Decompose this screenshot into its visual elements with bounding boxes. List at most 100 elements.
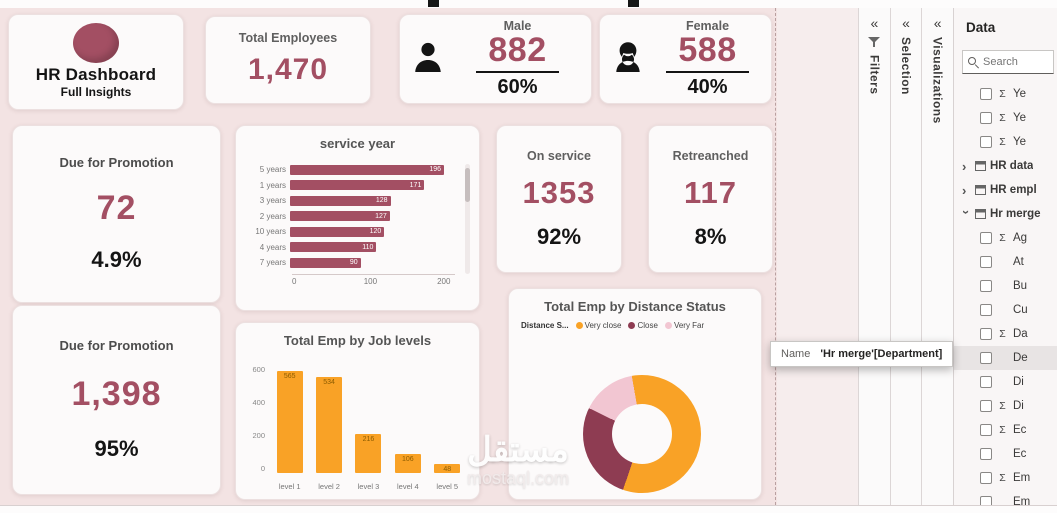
bar-value-label: 565 [283,373,296,381]
legend-item[interactable]: Close [628,321,658,330]
selection-pane-collapsed[interactable]: « Selection [889,8,922,505]
checkbox[interactable] [980,352,992,364]
bar[interactable]: 534 [316,376,343,473]
bar[interactable]: 196 [290,164,444,175]
total-employees-value: 1,470 [247,53,329,86]
due-promotion-card-1[interactable]: Due for Promotion 72 4.9% [12,125,221,303]
expand-pane-icon[interactable]: « [933,15,942,31]
field-row[interactable]: Di [954,370,1057,394]
expand-pane-icon[interactable]: « [902,15,910,31]
checkbox[interactable] [980,88,992,100]
checkbox[interactable] [980,232,992,244]
bar-chart-plot: 5 years 196 1 years 171 3 years 128 2 ye… [244,162,455,271]
field-row[interactable]: Em [954,490,1057,505]
sigma-icon: Σ [999,328,1006,340]
table-row[interactable]: › HR empl [962,182,1037,198]
due-promotion-pct: 95% [94,436,139,461]
table-row[interactable]: › Hr merge [959,208,1041,220]
table-icon [975,185,986,195]
field-row[interactable]: At [954,250,1057,274]
checkbox[interactable] [980,256,992,268]
chevron-right-icon[interactable]: › [962,182,967,198]
due-promotion-value: 1,398 [71,375,162,413]
donut-chart[interactable] [583,375,701,493]
field-row[interactable]: Σ Ye [954,130,1057,154]
checkbox[interactable] [980,424,992,436]
axis-tick: 0 [292,277,297,286]
filters-pane-collapsed[interactable]: « Filters [858,8,890,505]
due-promotion-label: Due for Promotion [59,338,174,353]
hr-dashboard-title-card[interactable]: HR Dashboard Full Insights [8,14,184,110]
checkbox[interactable] [980,496,992,505]
female-kpi-card[interactable]: Female 588 40% [599,14,772,104]
checkbox[interactable] [980,304,992,316]
checkbox[interactable] [980,112,992,124]
field-row[interactable]: Σ Da [954,322,1057,346]
bar-row: 7 years 90 [244,255,455,271]
bar[interactable]: 120 [290,226,385,237]
bar[interactable]: 171 [290,180,425,191]
checkbox[interactable] [980,280,992,292]
axis-tick: 200 [252,431,265,440]
checkbox[interactable] [980,136,992,148]
on-service-pct: 92% [536,223,582,249]
field-row[interactable]: Σ Ag [954,226,1057,250]
bar[interactable]: 110 [290,242,377,253]
sigma-icon: Σ [999,400,1006,412]
search-input[interactable] [983,56,1048,68]
checkbox[interactable] [980,328,992,340]
field-row[interactable]: Σ Em [954,466,1057,490]
checkbox[interactable] [980,472,992,484]
total-employees-card[interactable]: Total Employees 1,470 [205,16,371,104]
service-year-chart[interactable]: service year 5 years 196 1 years 171 3 y… [235,125,480,311]
chevron-down-icon[interactable]: › [959,209,974,214]
bar[interactable]: 127 [290,211,390,222]
legend-item[interactable]: Very close [575,321,621,330]
male-kpi-card[interactable]: Male 882 60% [399,14,592,104]
bar[interactable]: 90 [290,257,361,268]
field-row[interactable]: Ec [954,442,1057,466]
field-row-hovered[interactable]: De [954,346,1057,370]
bar-value-label: 48 [443,466,452,474]
field-row[interactable]: Bu [954,274,1057,298]
field-row[interactable]: Σ Ye [954,106,1057,130]
bar-row: 2 years 127 [244,209,455,225]
female-label: Female [685,19,730,34]
job-levels-chart[interactable]: Total Emp by Job levels 600 400 200 0 56… [235,322,480,500]
field-row[interactable]: Σ Ec [954,418,1057,442]
retrenched-card[interactable]: Retreanched 117 8% [648,125,773,273]
filters-pane-label[interactable]: Filters [867,55,882,95]
bar[interactable]: 216 [355,434,382,473]
due-promotion-card-2[interactable]: Due for Promotion 1,398 95% [12,305,221,495]
legend-item[interactable]: Very Far [664,321,704,330]
retrenched-pct: 8% [694,223,727,249]
on-service-card[interactable]: On service 1353 92% [496,125,622,273]
field-row[interactable]: Σ Di [954,394,1057,418]
bar[interactable]: 106 [394,453,421,473]
table-row[interactable]: › HR data [962,158,1034,174]
axis-tick: 600 [252,365,265,374]
bar[interactable]: 565 [276,371,303,473]
chart-title: service year [319,136,396,151]
axis-tick: 400 [252,398,265,407]
bar[interactable]: 48 [434,464,461,474]
checkbox[interactable] [980,376,992,388]
visualizations-pane-label[interactable]: Visualizations [930,37,945,124]
x-axis: level 1 level 2 level 3 level 4 level 5 [270,482,467,491]
total-employees-label: Total Employees [238,31,338,45]
bar[interactable]: 128 [290,195,391,206]
selection-pane-label[interactable]: Selection [899,37,913,95]
expand-pane-icon[interactable]: « [870,15,879,31]
chart-scrollbar[interactable] [465,164,470,274]
chevron-right-icon[interactable]: › [962,158,967,174]
visualizations-pane-collapsed[interactable]: « Visualizations [921,8,954,505]
sigma-icon: Σ [999,88,1006,100]
scrollbar-thumb[interactable] [465,168,470,202]
category-label: 2 years [259,211,286,221]
search-box[interactable] [962,50,1054,74]
checkbox[interactable] [980,400,992,412]
distance-status-chart[interactable]: Total Emp by Distance Status Distance S.… [508,288,762,500]
checkbox[interactable] [980,448,992,460]
field-row[interactable]: Σ Ye [954,82,1057,106]
field-row[interactable]: Cu [954,298,1057,322]
